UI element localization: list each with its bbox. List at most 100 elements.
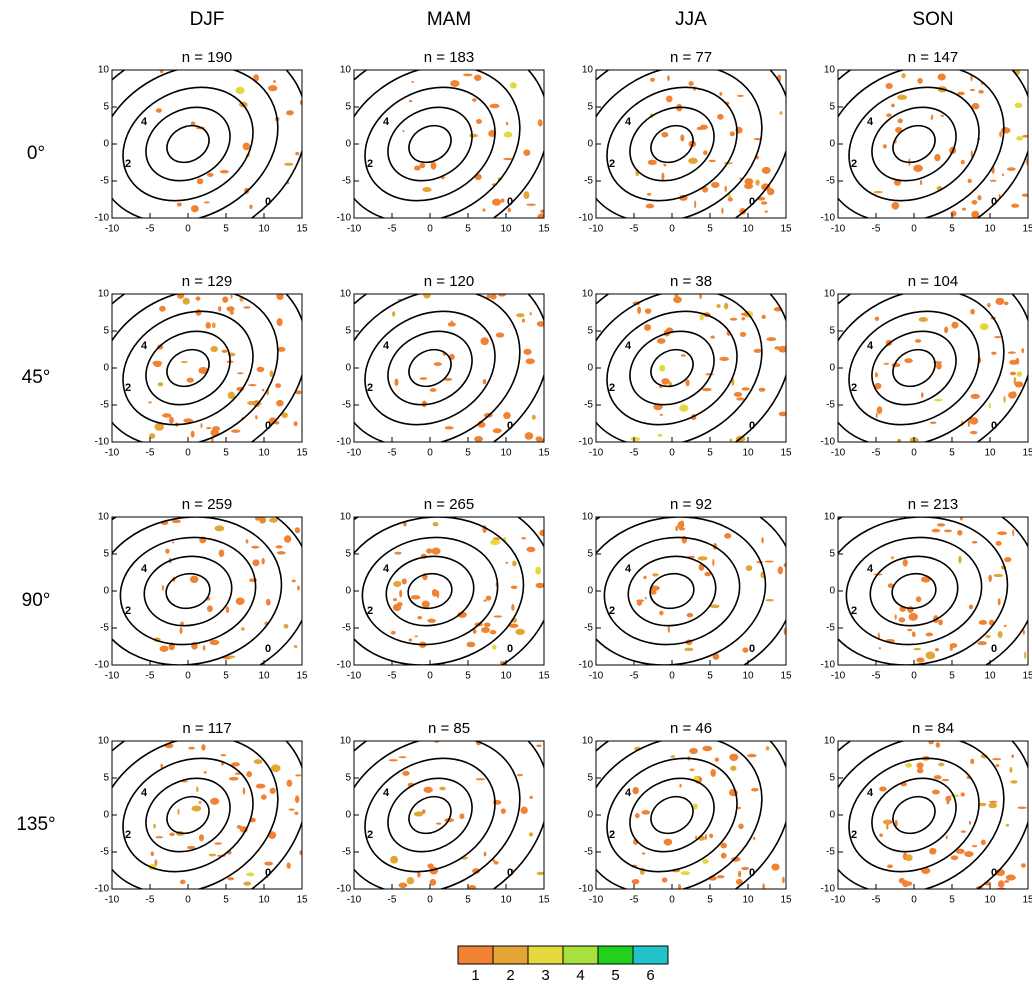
patch <box>435 822 442 825</box>
patch <box>291 579 296 583</box>
row-header: 0° <box>27 143 45 164</box>
patch <box>934 153 941 162</box>
patch <box>276 551 286 555</box>
panel-count: n = 92 <box>670 496 712 513</box>
x-tick-label: 5 <box>949 448 955 459</box>
patch <box>879 786 887 792</box>
panel-count: n = 77 <box>670 49 712 66</box>
patch <box>995 763 1000 768</box>
patch <box>876 406 883 414</box>
patch <box>251 545 260 549</box>
x-tick-label: -10 <box>105 224 120 235</box>
patch <box>766 337 777 342</box>
y-tick-label: 0 <box>103 586 109 597</box>
contour-label: 2 <box>851 829 857 841</box>
colorbar-swatch <box>457 945 494 965</box>
y-tick-label: 10 <box>98 736 110 747</box>
x-tick-label: 0 <box>911 895 917 906</box>
patch <box>915 596 922 603</box>
patch <box>968 820 972 825</box>
x-tick-label: 10 <box>984 671 996 682</box>
patch <box>957 91 965 96</box>
patch <box>293 645 298 648</box>
patch <box>1005 823 1010 827</box>
x-tick-label: 0 <box>185 224 191 235</box>
panel: 4 2 0 <box>838 741 1028 889</box>
x-tick-label: 10 <box>742 224 754 235</box>
patch <box>739 177 743 180</box>
x-tick-label: 5 <box>707 895 713 906</box>
x-tick-label: 10 <box>984 448 996 459</box>
patch <box>169 832 175 837</box>
patch <box>967 178 972 184</box>
panel: 4 2 0 <box>112 294 302 442</box>
patch <box>649 585 660 591</box>
patch <box>177 808 180 815</box>
patch <box>1011 754 1015 758</box>
patch <box>644 597 647 600</box>
patch <box>159 305 166 312</box>
y-tick-label: 5 <box>587 549 593 560</box>
patch <box>208 853 217 857</box>
contour-label: 2 <box>851 382 857 394</box>
x-tick-label: 15 <box>780 895 792 906</box>
patch <box>902 880 909 888</box>
patch <box>401 578 407 585</box>
patch <box>203 771 207 774</box>
patch <box>664 163 667 167</box>
x-tick-label: 15 <box>1022 895 1032 906</box>
patch <box>771 863 780 871</box>
patch <box>269 517 278 523</box>
y-tick-label: -10 <box>821 213 836 224</box>
patch <box>1009 766 1013 773</box>
x-tick-label: 5 <box>949 671 955 682</box>
patch <box>255 517 261 521</box>
y-tick-label: 5 <box>345 549 351 560</box>
patch <box>422 187 432 193</box>
patch <box>724 185 727 192</box>
y-tick-label: -5 <box>342 847 351 858</box>
patch <box>991 351 997 355</box>
patch <box>535 566 542 575</box>
contour-label: 0 <box>507 867 513 879</box>
patch <box>508 623 519 628</box>
patch <box>891 363 901 368</box>
patch <box>719 91 723 96</box>
y-tick-label: -10 <box>95 213 110 224</box>
patch <box>148 401 152 404</box>
plot-frame <box>353 740 545 890</box>
patch <box>985 634 991 639</box>
patch <box>269 787 276 794</box>
y-tick-label: -10 <box>579 660 594 671</box>
contour <box>354 517 525 665</box>
panel-count: n = 46 <box>670 720 712 737</box>
patch <box>697 556 708 561</box>
y-tick-label: -10 <box>337 213 352 224</box>
patch <box>711 181 720 188</box>
patch <box>214 525 225 532</box>
patch <box>945 795 952 802</box>
patch <box>885 819 890 826</box>
patch <box>483 851 487 857</box>
panel-count: n = 213 <box>908 496 958 513</box>
patch <box>523 149 531 156</box>
y-tick-label: -5 <box>342 623 351 634</box>
patch <box>500 198 505 203</box>
patch <box>529 312 532 316</box>
x-tick-label: 15 <box>1022 448 1032 459</box>
patch <box>919 179 923 186</box>
patch <box>294 811 299 815</box>
patch <box>644 324 652 331</box>
patch <box>180 360 188 364</box>
patch <box>486 294 491 299</box>
contour <box>892 795 936 835</box>
x-tick-label: -10 <box>831 448 846 459</box>
patch <box>398 756 407 759</box>
contour <box>354 294 521 442</box>
patch <box>1012 529 1015 537</box>
patch <box>202 645 206 651</box>
plot-frame <box>837 293 1029 443</box>
patch <box>874 316 880 321</box>
patch <box>739 208 747 215</box>
patch <box>720 852 727 859</box>
